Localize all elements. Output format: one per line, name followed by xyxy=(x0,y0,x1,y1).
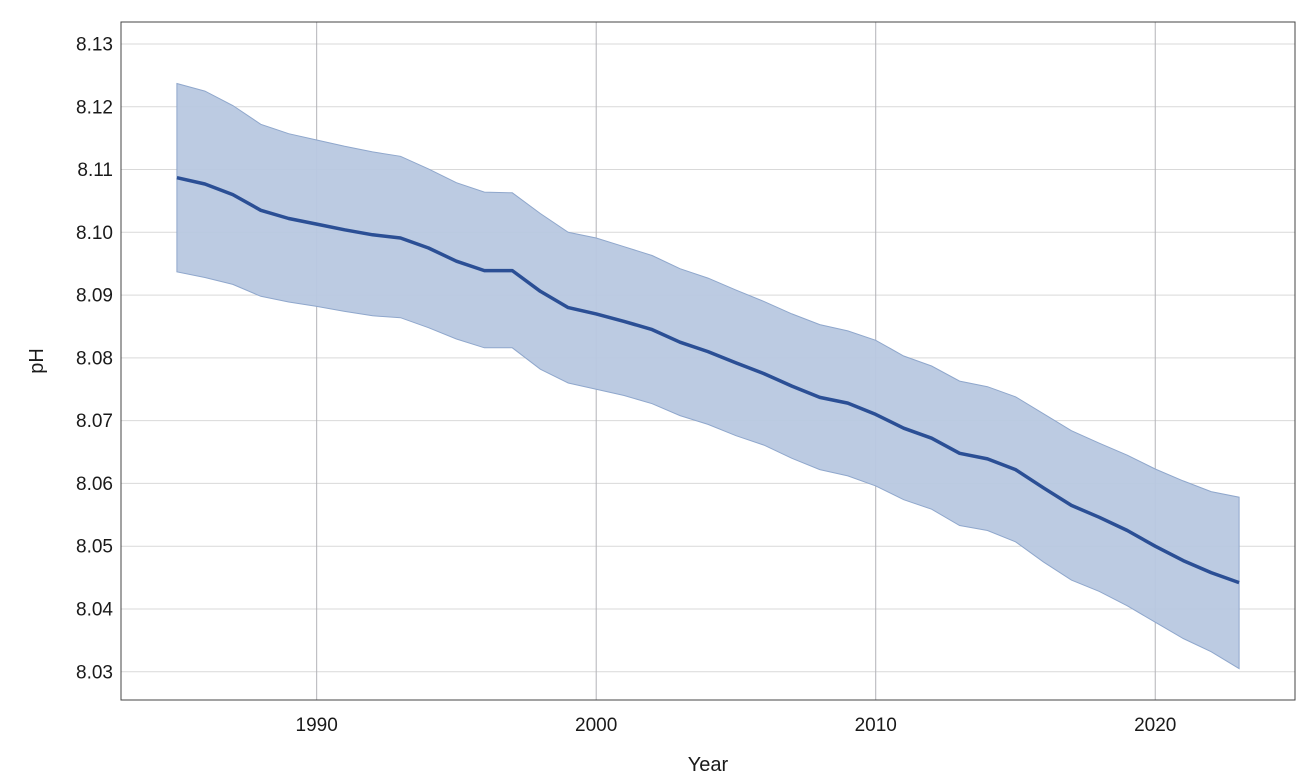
confidence-band xyxy=(176,82,1240,670)
x-axis-title: Year xyxy=(688,754,729,776)
x-tick-label: 2010 xyxy=(855,715,897,736)
y-tick-label: 8.13 xyxy=(76,34,113,55)
y-tick-label: 8.09 xyxy=(76,286,113,307)
y-tick-label: 8.04 xyxy=(76,599,113,620)
x-tick-label: 2020 xyxy=(1134,715,1176,736)
y-tick-label: 8.07 xyxy=(76,411,113,432)
y-tick-label: 8.10 xyxy=(76,223,113,244)
x-tick-label: 1990 xyxy=(296,715,338,736)
y-tick-label: 8.03 xyxy=(76,662,113,683)
x-tick-label: 2000 xyxy=(575,715,617,736)
y-tick-label: 8.11 xyxy=(77,160,113,181)
y-tick-label: 8.12 xyxy=(76,97,113,118)
x-axis-tick-labels: 1990 2000 2010 2020 xyxy=(296,715,1177,736)
y-axis-title: pH xyxy=(26,348,48,374)
y-tick-label: 8.06 xyxy=(76,474,113,495)
plot-frame xyxy=(120,21,1296,701)
y-tick-label: 8.05 xyxy=(76,537,113,558)
mean-ph-line xyxy=(176,175,1240,585)
y-axis-tick-labels: 8.03 8.04 8.05 8.06 8.07 8.08 8.09 8.10 8.11 8.12… xyxy=(76,34,113,683)
y-tick-label: 8.08 xyxy=(76,348,113,369)
